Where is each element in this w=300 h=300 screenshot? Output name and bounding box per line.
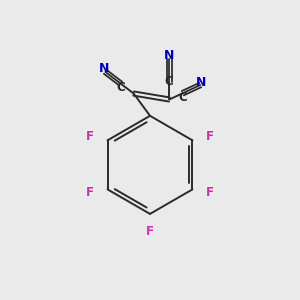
Text: F: F bbox=[206, 186, 214, 200]
Text: F: F bbox=[86, 130, 94, 143]
Text: N: N bbox=[164, 49, 174, 62]
Text: N: N bbox=[196, 76, 207, 88]
Text: F: F bbox=[206, 130, 214, 143]
Text: F: F bbox=[146, 225, 154, 238]
Text: C: C bbox=[164, 75, 173, 88]
Text: C: C bbox=[178, 91, 187, 103]
Text: F: F bbox=[86, 186, 94, 200]
Text: N: N bbox=[99, 62, 110, 75]
Text: C: C bbox=[116, 81, 125, 94]
